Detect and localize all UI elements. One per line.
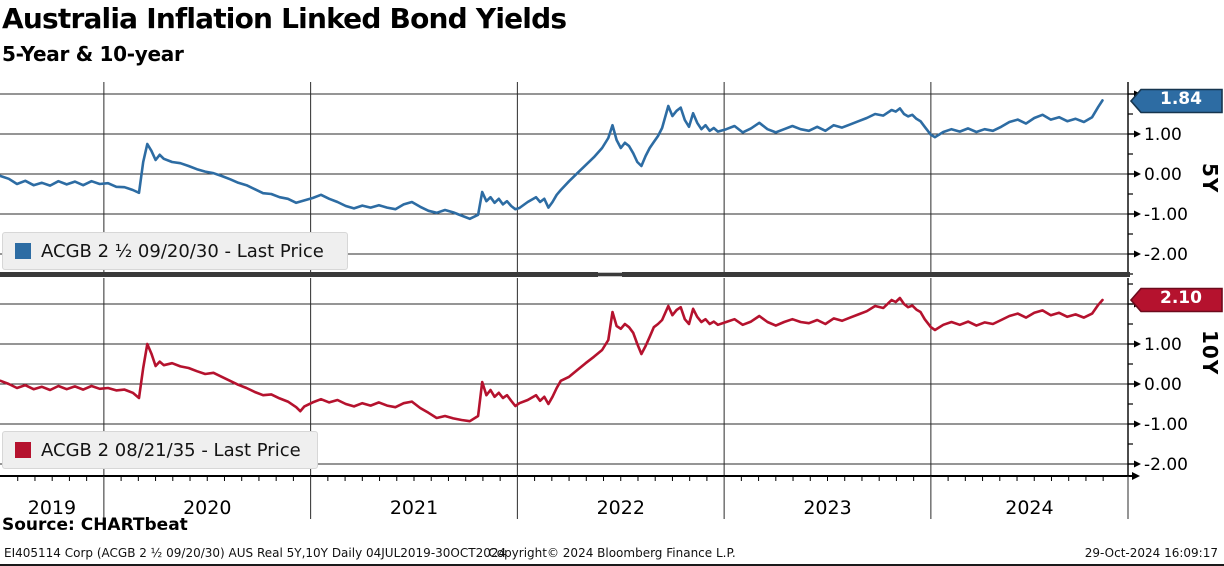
last-price-5y: 1.84: [1160, 89, 1202, 109]
axis-label-5y: 5Y: [1198, 162, 1222, 194]
splitter-grip-icon: [598, 272, 622, 277]
last-price-10y: 2.10: [1160, 288, 1202, 308]
x-year-label: 2022: [597, 497, 645, 519]
last-price-badge-5y: 1.84: [1130, 87, 1224, 115]
y-tick-label: 0.00: [1144, 165, 1182, 185]
y-tick-label: -1.00: [1144, 415, 1188, 435]
y-tick-label: 0.00: [1144, 375, 1182, 395]
x-year-label: 2019: [28, 497, 76, 519]
legend-swatch-red-icon: [15, 442, 31, 458]
x-year-label: 2021: [390, 497, 438, 519]
source-line: Source: CHARTbeat: [2, 515, 188, 535]
y-tick-label: -2.00: [1144, 245, 1188, 265]
legend-label-10y: ACGB 2 08/21/35 - Last Price: [41, 439, 301, 461]
price-flag-icon: [1130, 88, 1223, 114]
y-tick-label: -1.00: [1144, 205, 1188, 225]
x-year-label: 2020: [183, 497, 231, 519]
x-year-label: 2024: [1005, 497, 1053, 519]
price-flag-icon: [1130, 287, 1223, 313]
legend-swatch-blue-icon: [15, 243, 31, 259]
series-line-5y: [0, 99, 1104, 221]
page-subtitle: 5-Year & 10-year: [2, 42, 184, 66]
footer-copyright: Copyright© 2024 Bloomberg Finance L.P.: [488, 546, 736, 560]
legend-10y[interactable]: ACGB 2 08/21/35 - Last Price: [2, 431, 318, 469]
x-year-label: 2023: [803, 497, 851, 519]
series-line-10y: [0, 296, 1104, 423]
page-title: Australia Inflation Linked Bond Yields: [2, 2, 567, 35]
footer-timestamp: 29-Oct-2024 16:09:17: [1084, 546, 1218, 560]
footer-ticker-info: EI405114 Corp (ACGB 2 ½ 09/20/30) AUS Re…: [4, 546, 507, 560]
last-price-badge-10y: 2.10: [1130, 286, 1224, 314]
axis-label-10y: 10Y: [1198, 330, 1222, 376]
legend-label-5y: ACGB 2 ½ 09/20/30 - Last Price: [41, 240, 324, 262]
legend-5y[interactable]: ACGB 2 ½ 09/20/30 - Last Price: [2, 232, 348, 270]
y-tick-label: -2.00: [1144, 455, 1188, 475]
y-tick-label: 1.00: [1144, 125, 1182, 145]
y-tick-label: 1.00: [1144, 335, 1182, 355]
panel-splitter[interactable]: [0, 272, 1130, 277]
window-bottom-edge: [0, 564, 1224, 566]
